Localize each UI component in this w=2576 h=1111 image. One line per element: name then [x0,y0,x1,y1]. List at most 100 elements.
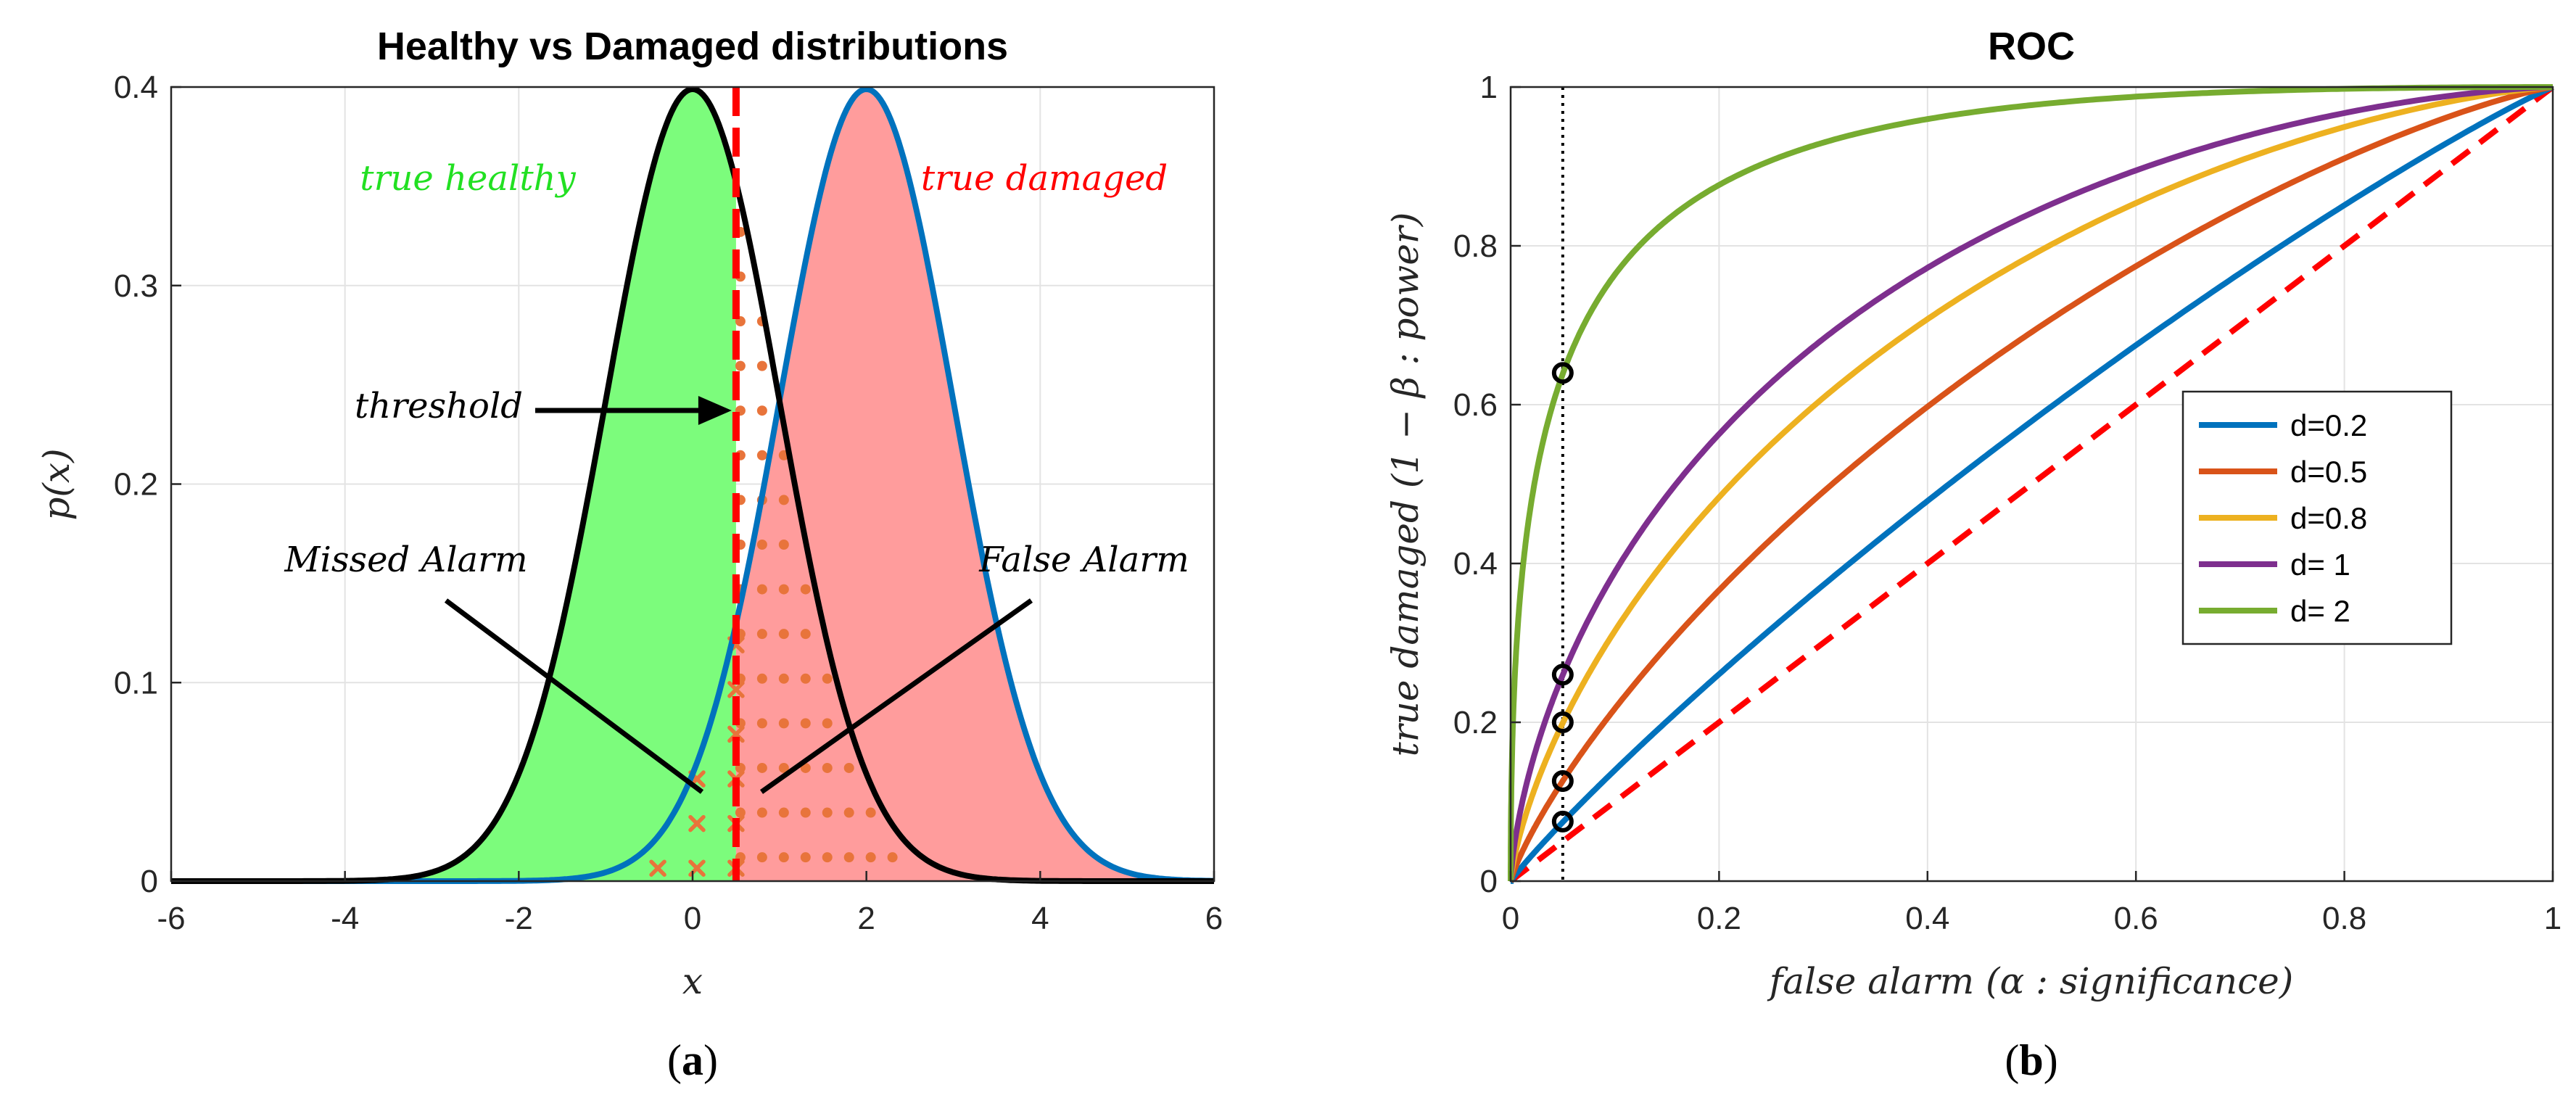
false-alarm-marker [778,762,789,773]
x-tick-label: -2 [505,901,533,936]
chart-a-markers [649,226,898,877]
chart-a-annotation-lines [444,396,1033,794]
y-tick-label: 0.2 [1453,705,1498,740]
false-alarm-pointer [759,598,1033,794]
chart-a-areas [171,89,1214,881]
false-alarm-marker [843,807,854,818]
false-alarm-marker [756,673,767,684]
operating-point [1551,362,1574,384]
damaged-area [735,89,1214,881]
false-alarm-marker [756,450,767,460]
y-tick-label: 0.3 [114,268,158,304]
legend-label: d=0.8 [2290,501,2367,535]
false-alarm-marker [778,584,789,595]
false-alarm-marker [778,807,789,818]
chart-a-title: Healthy vs Damaged distributions [377,25,1008,68]
false-alarm-marker [865,852,876,863]
healthy-area [171,89,736,881]
panel-label-b: (b) [2005,1036,2057,1084]
false-alarm-marker [778,539,789,550]
false-alarm-marker [735,360,746,371]
label-true-damaged: true damaged [921,158,1168,199]
missed-alarm-marker [649,859,666,877]
y-tick-label: 0 [141,864,158,899]
y-tick-label: 1 [1480,70,1498,105]
chart-b: 0 0.2 0.4 0.6 0.8 100.20.40.60.81 d=0.2d=0.5d… [1384,25,2561,1084]
false-alarm-marker [843,852,854,863]
label-threshold: threshold [355,386,523,426]
false-alarm-marker [800,584,811,595]
false-alarm-marker [800,629,811,640]
panel-label-a: (a) [667,1036,718,1084]
false-alarm-marker [756,852,767,863]
x-tick-label: -4 [331,901,359,936]
threshold-arrow-head [698,396,732,425]
y-tick-label: 0.4 [1453,546,1498,582]
chart-b-ylabel: true damaged (1 − β : power) [1384,212,1427,757]
x-tick-label: 0.8 [2322,901,2366,936]
false-alarm-marker [822,673,833,684]
missed-alarm-marker [727,725,745,743]
roc-curve [1508,84,2554,884]
operating-point [1551,664,1574,686]
false-alarm-marker [778,852,789,863]
chart-a-xlabel: x [682,960,703,1002]
false-alarm-marker [756,539,767,550]
false-alarm-marker [822,718,833,729]
legend-label: d= 2 [2290,594,2350,628]
x-tick-label: 0 [684,901,701,936]
false-alarm-marker [800,673,811,684]
roc-curve [1508,84,2553,881]
roc-curve [1508,84,2554,883]
chart-b-title: ROC [1988,25,2075,68]
x-tick-label: 2 [857,901,875,936]
false-alarm-marker [800,807,811,818]
false-alarm-marker [735,807,746,818]
chart-a-ticks: -6 -4 -2 0 2 4 6 0 0.1 0.2 0.3 0.4 [114,70,1223,936]
chart-b-axes-box [1509,86,2554,883]
roc-curve [1508,84,2554,881]
x-tick-label: 0 [1502,901,1519,936]
x-tick-label: -6 [157,901,185,936]
false-alarm-marker [778,673,789,684]
x-tick-label: 0.6 [2114,901,2158,936]
roc-curve [1508,84,2554,882]
false-alarm-marker [778,495,789,505]
x-tick-label: 4 [1031,901,1049,936]
operating-point [1551,810,1574,833]
y-tick-label: 0.4 [114,70,158,105]
legend-label: d=0.5 [2290,455,2367,489]
y-tick-label: 0.2 [114,467,158,503]
label-true-healthy: true healthy [360,158,576,199]
operating-point [1551,711,1574,733]
chart-a: -6 -4 -2 0 2 4 6 0 0.1 0.2 0.3 0.4 Healthy vs Damag… [36,25,1223,1084]
false-alarm-marker [800,852,811,863]
y-tick-label: 0.8 [1453,228,1498,264]
false-alarm-marker [756,807,767,818]
false-alarm-marker [822,807,833,818]
false-alarm-marker [756,762,767,773]
x-tick-label: 6 [1205,901,1223,936]
legend-label: d=0.2 [2290,408,2367,442]
false-alarm-marker [756,629,767,640]
false-alarm-marker [887,852,898,863]
false-alarm-marker [756,405,767,416]
x-tick-label: 0.4 [1905,901,1949,936]
chart-b-ticks: 0 0.2 0.4 0.6 0.8 1 0 0.2 0.4 0.6 0.8 1 [1453,70,2561,936]
chance-line [1508,84,2555,884]
false-alarm-marker [756,360,767,371]
missed-alarm-marker [688,814,706,833]
false-alarm-marker [843,762,854,773]
false-alarm-marker [756,584,767,595]
label-false-alarm: False Alarm [978,540,1189,580]
y-tick-label: 0.1 [114,665,158,701]
false-alarm-marker [800,718,811,729]
operating-point [1551,770,1574,793]
false-alarm-marker [756,718,767,729]
x-tick-label: 1 [2544,901,2561,936]
false-alarm-marker [778,718,789,729]
chart-b-points [1551,362,1574,833]
y-tick-label: 0.6 [1453,387,1498,423]
x-tick-label: 0.2 [1697,901,1741,936]
